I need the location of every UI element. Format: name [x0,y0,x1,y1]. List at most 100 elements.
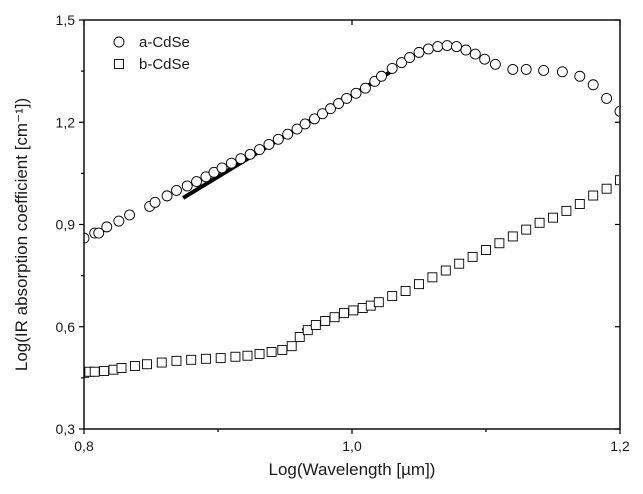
data-point [549,213,558,222]
x-tick-label: 1,2 [610,438,630,454]
data-point [589,191,598,200]
data-point [482,246,491,255]
legend-item-b-CdSe: b-CdSe [115,56,190,73]
data-point [330,313,339,322]
data-point [231,352,240,361]
data-point [243,351,252,360]
data-point [311,321,320,330]
data-point [575,200,584,209]
data-point [130,361,139,370]
data-point [349,306,358,315]
data-point [100,367,109,376]
data-point [255,145,265,155]
data-point [562,206,571,215]
data-point [255,350,264,359]
data-point [102,222,112,232]
data-point [522,225,531,234]
data-point [415,280,424,289]
data-point [201,354,210,363]
data-point [495,239,504,248]
data-point [629,172,638,181]
data-point [575,71,585,81]
data-point [508,232,517,241]
data-point [602,93,612,103]
legend-item-a-CdSe: a-CdSe [114,34,190,51]
data-point [539,65,549,75]
data-point [125,210,135,220]
y-tick-label: 0,3 [56,421,76,437]
data-point [401,286,410,295]
y-tick-label: 0,9 [56,217,76,233]
data-point [441,266,450,275]
data-point [182,181,192,191]
data-point [405,52,415,62]
axes: 0,8 1,0 1,2 0,3 0,6 0,9 1,2 1,5 Log(Wavelength [… [12,12,630,479]
data-point [468,252,477,261]
data-point [490,59,500,69]
data-point [588,80,598,90]
data-point [535,218,544,227]
data-point [264,139,274,149]
legend-marker-square [115,60,124,69]
data-point [602,184,611,193]
data-point [387,63,397,73]
y-tick-label: 1,2 [56,114,76,130]
data-point [114,216,124,226]
data-point [480,54,490,64]
data-point [287,342,296,351]
data-point [339,309,348,318]
data-point [217,163,227,173]
x-tick-label: 1,0 [342,438,362,454]
data-point [300,119,310,129]
data-point [157,358,166,367]
data-point [172,356,181,365]
data-point [521,64,531,74]
data-point [376,71,386,81]
data-point [273,134,283,144]
data-point [455,259,464,268]
data-point [236,154,246,164]
data-point [442,41,452,51]
data-point [461,45,471,55]
y-axis-title: Log(IR absorption coefficient [cm⁻¹]) [12,98,31,371]
data-point [508,64,518,74]
data-point [374,298,383,307]
data-point [192,177,202,187]
series-layer [79,41,643,378]
legend: a-CdSe b-CdSe [114,34,190,73]
data-point [428,273,437,282]
data-point [351,88,361,98]
legend-marker-circle [114,37,124,47]
data-point [162,191,172,201]
data-point [433,42,443,52]
data-point [388,292,397,301]
data-point [342,93,352,103]
data-point [321,316,330,325]
series-b-CdSe [80,171,643,378]
data-point [278,345,287,354]
data-point [423,44,433,54]
data-point [557,67,567,77]
data-point [171,185,181,195]
y-tick-label: 0,6 [56,319,76,335]
legend-label: b-CdSe [139,56,190,73]
data-point [283,129,293,139]
data-point [452,42,462,52]
x-tick-label: 0,8 [74,438,94,454]
data-point [360,83,370,93]
data-point [470,49,480,59]
data-point [216,354,225,363]
data-point [226,158,236,168]
data-point [267,347,276,356]
data-point [187,355,196,364]
legend-label: a-CdSe [139,34,190,51]
y-tick-label: 1,5 [56,12,76,28]
data-point [414,47,424,57]
x-axis-title: Log(Wavelength [µm]) [269,460,436,479]
data-point [142,360,151,369]
data-point [150,197,160,207]
data-point [245,149,255,159]
data-point [90,367,99,376]
